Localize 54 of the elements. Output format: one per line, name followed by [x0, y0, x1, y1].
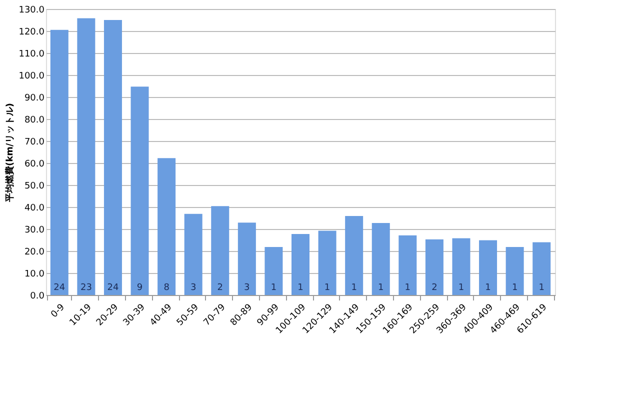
annotation: 1	[270, 283, 277, 293]
bar	[398, 235, 417, 295]
y-tick-label: 60.0	[24, 160, 45, 170]
bar	[238, 222, 256, 295]
annotation: 24	[107, 283, 119, 293]
bar	[104, 20, 122, 295]
y-tick-label: 70.0	[24, 138, 45, 148]
y-tick-label: 100.0	[18, 72, 45, 82]
y-tick-label: 0.0	[30, 292, 45, 302]
y-tick-label: 120.0	[18, 28, 45, 38]
y-tick-label: 10.0	[24, 270, 45, 280]
bar	[158, 158, 176, 295]
annotation: 1	[351, 283, 357, 293]
bar	[211, 206, 230, 295]
bar	[532, 242, 551, 295]
bar	[77, 18, 96, 295]
annotation: 1	[378, 283, 384, 293]
y-tick-label: 110.0	[18, 50, 45, 60]
annotation: 9	[136, 283, 143, 293]
y-tick-label: 80.0	[24, 116, 45, 126]
bar	[264, 247, 283, 295]
bar	[318, 230, 336, 295]
y-tick-label: 20.0	[24, 248, 45, 258]
annotation: 2	[217, 283, 223, 293]
annotation: 24	[54, 283, 66, 293]
bar	[425, 239, 444, 295]
annotation: 1	[298, 283, 304, 293]
annotation: 1	[512, 283, 518, 293]
bar	[479, 240, 498, 295]
bar	[130, 86, 149, 295]
annotation: 1	[538, 283, 544, 293]
y-tick-label: 50.0	[24, 182, 45, 192]
annotation: 8	[164, 283, 170, 293]
bar	[292, 234, 310, 295]
bar	[372, 223, 390, 295]
y-axis-title: 平均燃費(km/リットル)	[4, 103, 16, 203]
bar	[345, 216, 364, 295]
annotation: 1	[404, 283, 411, 293]
annotation: 3	[190, 283, 196, 293]
bar	[452, 238, 470, 295]
bar	[50, 30, 68, 295]
y-tick-label: 40.0	[24, 204, 45, 214]
y-tick-label: 30.0	[24, 226, 45, 236]
y-tick-label: 90.0	[24, 94, 45, 104]
bar	[184, 214, 202, 295]
x-tick-label: 0-9	[50, 302, 68, 320]
bar	[506, 247, 524, 295]
y-tick-label: 130.0	[18, 6, 45, 16]
annotation: 1	[485, 283, 491, 293]
annotation: 1	[458, 283, 464, 293]
annotation: 23	[80, 283, 92, 293]
annotation: 3	[244, 283, 250, 293]
annotation: 2	[432, 283, 438, 293]
annotation: 1	[324, 283, 330, 293]
